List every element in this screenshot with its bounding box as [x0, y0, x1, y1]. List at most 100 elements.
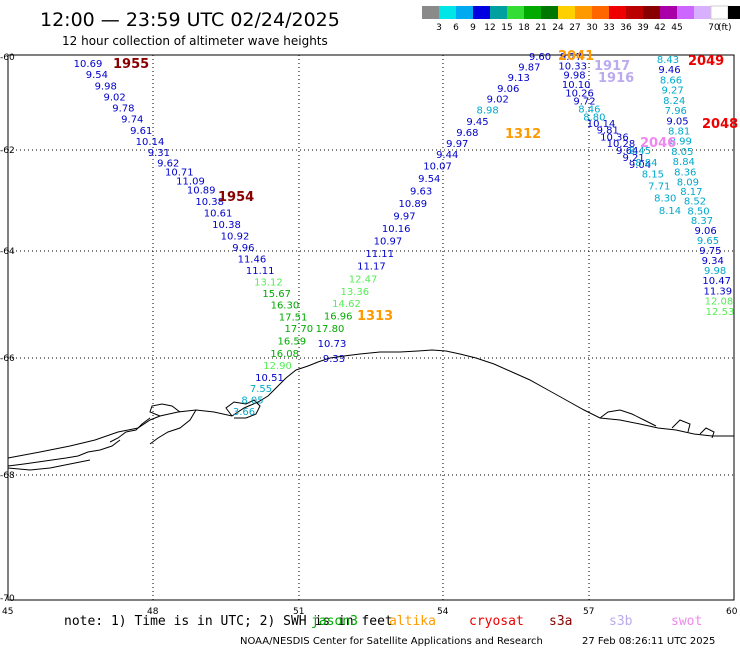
- lon-label: 60: [726, 607, 738, 617]
- colorbar-swatch: [592, 6, 609, 19]
- swh-value: 9.05: [666, 116, 688, 127]
- swh-value: 9.02: [103, 92, 125, 103]
- lat-label: -60: [0, 53, 15, 63]
- swh-value: 10.16: [382, 224, 411, 235]
- swh-value: 9.60: [529, 52, 551, 63]
- swh-value: 3.66: [233, 407, 255, 418]
- swh-value: 8.09: [677, 177, 699, 188]
- swh-value: 9.97: [393, 212, 415, 223]
- swh-value: 9.33: [323, 354, 345, 365]
- colorbar-swatch: [422, 6, 439, 19]
- lon-label: 45: [2, 607, 13, 617]
- colorbar-tick: 21: [535, 23, 546, 33]
- lon-label: 51: [293, 607, 304, 617]
- swh-value: 10.92: [221, 232, 250, 243]
- swh-value: 9.61: [130, 126, 152, 137]
- pass-label: 2041: [558, 49, 594, 64]
- swh-value: 9.74: [121, 115, 143, 126]
- swh-value: 17.51: [279, 312, 308, 323]
- map-subtitle: 12 hour collection of altimeter wave hei…: [62, 34, 328, 48]
- satellite-altika: altika: [389, 614, 436, 629]
- swh-value: 17.80: [316, 324, 345, 335]
- pass-label: 1955: [113, 57, 149, 72]
- timestamp-text: 27 Feb 08:26:11 UTC 2025: [582, 636, 715, 647]
- swh-value: 9.98: [563, 71, 585, 82]
- swh-value: 10.73: [318, 339, 347, 350]
- swh-value: 10.69: [74, 59, 103, 70]
- lat-label: -62: [0, 146, 15, 156]
- swh-value: 9.44: [436, 150, 458, 161]
- swh-value: 8.80: [583, 112, 605, 123]
- colorbar-unit: (ft): [718, 23, 732, 33]
- lat-label: -70: [0, 594, 15, 604]
- satellite-swot: swot: [671, 614, 702, 629]
- satellite-cryosat: cryosat: [469, 614, 524, 629]
- colorbar-swatch: [694, 6, 711, 19]
- colorbar-tick: 3: [436, 23, 442, 33]
- swh-value: 16.96: [324, 312, 353, 323]
- graticule: [8, 55, 734, 600]
- satellite-s3a: s3a: [549, 614, 572, 629]
- swh-value: 10.33: [558, 61, 587, 72]
- swh-value: 11.11: [246, 266, 275, 277]
- swh-value: 7.96: [665, 106, 687, 117]
- colorbar-swatch: [677, 6, 694, 19]
- swh-value: 10.38: [212, 220, 241, 231]
- swh-value: 9.54: [418, 174, 440, 185]
- colorbar-swatch: [643, 6, 660, 19]
- colorbar-tick: 36: [620, 23, 632, 33]
- colorbar-swatch: [710, 5, 729, 20]
- swh-value: 8.50: [687, 206, 709, 217]
- swh-value: 8.05: [241, 396, 263, 407]
- lon-label: 48: [147, 607, 159, 617]
- swh-value: 8.36: [674, 167, 696, 178]
- swh-value: 8.84: [635, 158, 657, 169]
- swh-value: 10.14: [587, 119, 616, 130]
- pass-label: 2049: [688, 54, 724, 69]
- swh-value: 9.68: [456, 128, 478, 139]
- swh-value: 9.27: [661, 86, 683, 97]
- swh-value: 8.43: [657, 55, 679, 66]
- swh-value: 10.51: [255, 373, 284, 384]
- swh-value: 8.45: [629, 146, 651, 157]
- swh-value: 8.98: [476, 106, 498, 117]
- colorbar-tick: 6: [453, 23, 459, 33]
- lat-label: -64: [0, 247, 15, 257]
- colorbar-swatch: [626, 6, 643, 19]
- swh-value: 9.54: [86, 70, 108, 81]
- swh-value: 8.52: [684, 197, 706, 208]
- colorbar-swatch: [473, 6, 490, 19]
- swh-value: 11.11: [365, 249, 394, 260]
- lat-label: -66: [0, 354, 15, 364]
- colorbar-swatch: [575, 6, 592, 19]
- swh-value: 11.09: [176, 176, 205, 187]
- swh-value: 9.46: [658, 65, 680, 76]
- lon-label: 54: [437, 607, 449, 617]
- swh-value: 9.64: [616, 146, 638, 157]
- swh-value: 9.78: [112, 104, 134, 115]
- swh-value: 10.14: [136, 137, 165, 148]
- swh-value: 8.66: [660, 75, 682, 86]
- swh-value: 11.39: [703, 287, 732, 298]
- colorbar-tick: 45: [671, 23, 682, 33]
- track-1916: 9.7710.339.9810.1010.269.728.468.8010.14…: [558, 52, 651, 171]
- swh-value: 9.06: [497, 84, 519, 95]
- track-2049: 8.439.468.669.278.247.969.058.818.998.05…: [657, 55, 734, 318]
- colorbar-swatch: [728, 6, 740, 19]
- swh-value: 15.67: [262, 289, 291, 300]
- swh-value: 10.28: [607, 139, 636, 150]
- colorbar-swatch: [609, 6, 626, 19]
- track-2046: 8.458.848.157.718.30 8.14: [629, 146, 681, 217]
- swh-value: 9.45: [466, 117, 488, 128]
- swh-value: 9.98: [95, 81, 117, 92]
- swh-value: 9.02: [487, 95, 509, 106]
- swh-value: 10.61: [204, 209, 233, 220]
- swh-value: 16.30: [271, 301, 300, 312]
- footer-note: note: 1) Time is in UTC; 2) SWH is in fe…: [64, 614, 393, 629]
- colorbar-swatch: [558, 6, 575, 19]
- colorbar-tick: 9: [470, 23, 476, 33]
- swh-value: 12.08: [705, 297, 734, 308]
- satellite-s3b: s3b: [609, 614, 633, 629]
- colorbar-swatch: [524, 6, 541, 19]
